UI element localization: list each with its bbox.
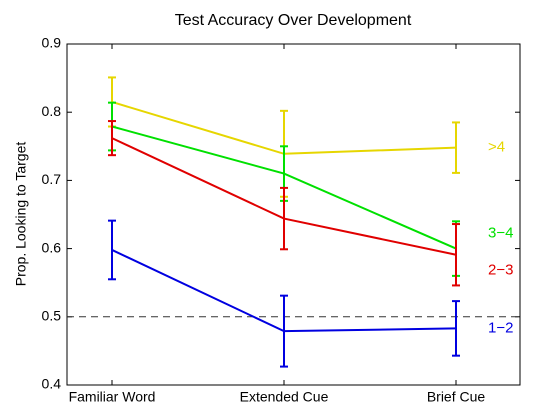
series-label: 3−4: [488, 225, 513, 242]
series-label: 2−3: [488, 262, 513, 279]
series-label: >4: [488, 139, 505, 156]
y-axis-label: Prop. Looking to Target: [13, 142, 29, 287]
y-tick-label: 0.9: [42, 35, 62, 51]
y-tick-label: 0.5: [42, 308, 62, 324]
y-tick-label: 0.8: [42, 103, 62, 119]
y-tick-label: 0.6: [42, 239, 62, 255]
x-tick-label: Familiar Word: [69, 389, 156, 405]
x-tick-label: Brief Cue: [427, 389, 486, 405]
x-tick-label: Extended Cue: [240, 389, 329, 405]
chart-title: Test Accuracy Over Development: [175, 12, 412, 29]
y-tick-label: 0.7: [42, 171, 62, 187]
series-label: 1−2: [488, 319, 513, 336]
y-tick-label: 0.4: [42, 376, 62, 392]
plot-frame: [66, 43, 521, 386]
